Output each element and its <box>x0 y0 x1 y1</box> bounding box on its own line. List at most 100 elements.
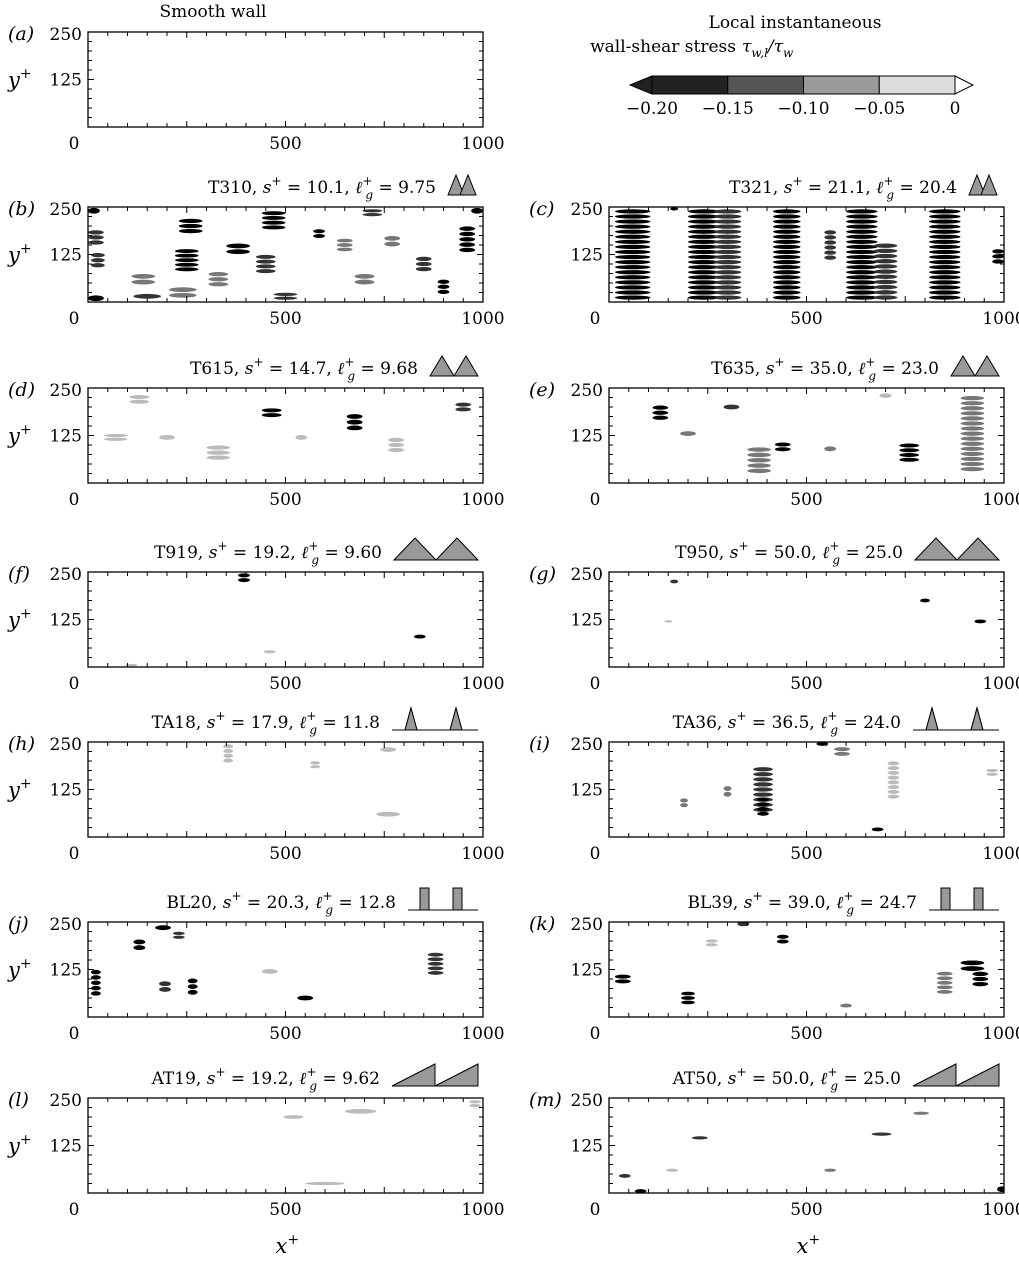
stress-region <box>772 275 801 280</box>
stress-region <box>614 219 651 224</box>
stress-region <box>223 753 234 758</box>
y-tick-label: 125 <box>571 246 603 266</box>
stress-region <box>261 215 286 220</box>
stress-region <box>846 219 878 224</box>
panel-title: BL20, s+ = 20.3, ℓ+ g = 12.8 <box>166 889 396 917</box>
stress-region <box>174 262 199 267</box>
stress-region <box>688 224 720 229</box>
stress-region <box>713 259 742 265</box>
x-tick-label: 0 <box>69 1024 80 1044</box>
stress-region <box>427 961 444 966</box>
stress-region <box>388 447 404 453</box>
x-tick-label: 1000 <box>461 490 504 510</box>
stress-region <box>928 259 961 265</box>
stress-region <box>873 274 898 279</box>
panel-h: 0 500 1000 250 125 (h) y+ TA18, s+ = 17.9, ℓ+ g … <box>7 706 505 864</box>
roughness-profile-icon <box>392 537 480 561</box>
x-tick-label: 1000 <box>461 844 504 864</box>
stress-region <box>273 292 298 296</box>
stress-region <box>824 245 837 250</box>
stress-region <box>103 437 128 441</box>
x-tick-label: 0 <box>590 1200 601 1220</box>
stress-region <box>960 396 985 401</box>
stress-region <box>846 295 878 300</box>
stress-region <box>960 411 985 416</box>
x-tick-label: 500 <box>269 674 301 694</box>
stress-region <box>226 243 250 249</box>
stress-region <box>776 939 789 944</box>
stress-region <box>459 242 476 247</box>
stress-region <box>753 782 773 787</box>
roughness-profile-icon <box>913 706 999 731</box>
stress-region <box>960 966 985 971</box>
stress-region <box>88 295 104 302</box>
stress-region <box>960 436 985 441</box>
stress-region <box>380 747 397 752</box>
stress-region <box>713 244 742 250</box>
stress-region <box>261 211 286 216</box>
stress-region <box>459 247 476 253</box>
stress-region <box>747 447 771 452</box>
stress-region <box>824 255 837 260</box>
stress-region <box>263 650 276 654</box>
roughness-profile-icon <box>950 355 1000 377</box>
stress-region <box>159 987 171 992</box>
x-tick-label: 1000 <box>982 309 1019 329</box>
panel-title: TA18, s+ = 17.9, ℓ+ g = 11.8 <box>152 709 380 737</box>
x-tick-label: 0 <box>590 1024 601 1044</box>
stress-region <box>614 275 651 280</box>
stress-region <box>887 766 900 771</box>
x-tick-label: 0 <box>590 844 601 864</box>
panel-label: (a) <box>8 23 34 45</box>
stress-region <box>362 213 383 217</box>
stress-region <box>261 413 282 418</box>
stress-region <box>618 1173 631 1178</box>
stress-region <box>688 275 720 280</box>
stress-region <box>459 237 476 242</box>
stress-region <box>614 285 651 290</box>
roughness-profile-icon <box>391 1063 479 1087</box>
stress-region <box>737 922 750 927</box>
colorbar-symbol: τw,l/τw <box>742 37 794 60</box>
stress-region <box>873 248 898 254</box>
panel-label: (m) <box>529 1089 562 1111</box>
y-tick-label: 125 <box>571 1137 603 1157</box>
x-tick-label: 1000 <box>461 309 504 329</box>
stress-region <box>313 229 326 234</box>
heatmap-field <box>223 744 401 817</box>
stress-region <box>846 229 878 234</box>
stress-region <box>255 264 276 269</box>
stress-region <box>159 981 171 987</box>
stress-region <box>928 285 961 290</box>
stress-region <box>772 280 801 285</box>
stress-region <box>723 791 732 797</box>
stress-region <box>88 235 104 240</box>
stress-region <box>723 786 732 791</box>
x-tick-label: 0 <box>590 674 601 694</box>
stress-region <box>459 231 476 237</box>
y-tick-label: 250 <box>571 200 603 220</box>
stress-region <box>824 1168 837 1172</box>
y-tick-label: 125 <box>50 1137 82 1157</box>
stress-region <box>159 435 175 440</box>
stress-region <box>688 244 720 250</box>
plot-frame <box>87 741 484 838</box>
panel-label: (b) <box>8 198 35 220</box>
stress-region <box>437 284 450 289</box>
stress-region <box>133 945 146 951</box>
stress-region <box>688 249 720 255</box>
stress-region <box>614 270 651 275</box>
panel-label: (i) <box>529 733 550 755</box>
stress-region <box>713 275 742 280</box>
stress-region <box>261 225 286 230</box>
colorbar-tick-label: −0.05 <box>853 99 905 119</box>
stress-region <box>879 393 892 398</box>
stress-region <box>614 224 651 229</box>
plot-frame <box>608 571 1005 668</box>
stress-region <box>255 254 276 259</box>
colorbar-arrow-right <box>954 75 975 95</box>
plot-frame <box>87 206 484 303</box>
stress-region <box>88 240 104 245</box>
stress-region <box>415 266 432 272</box>
stress-region <box>772 295 801 300</box>
